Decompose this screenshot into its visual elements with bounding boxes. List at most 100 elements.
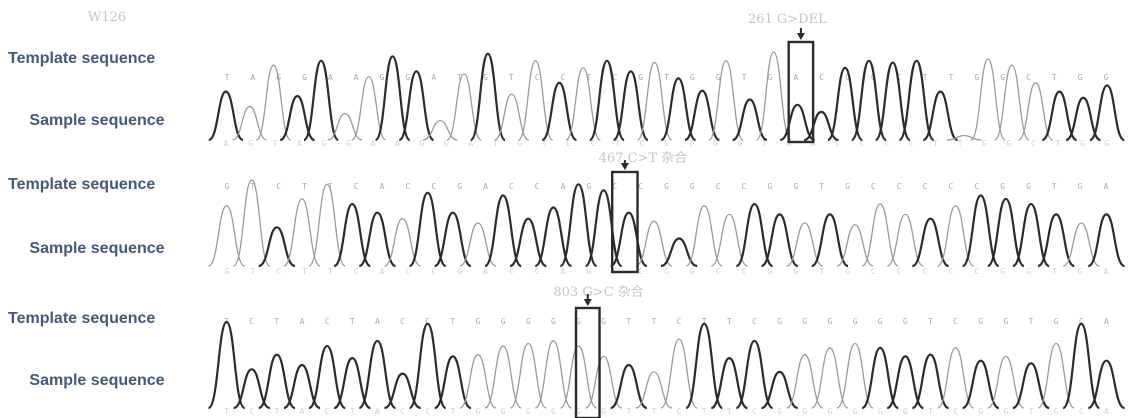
trace-peak: [987, 197, 1025, 268]
trace-peak: [1062, 222, 1100, 267]
sample-label: Sample sequence: [29, 112, 165, 129]
trace-peak: [850, 59, 888, 142]
trace-peak: [1089, 84, 1125, 142]
trace-peak: [560, 345, 597, 409]
trace-peak: [710, 213, 748, 267]
trace-peak: [434, 211, 472, 268]
trace-peak: [585, 355, 623, 409]
trace-peak: [685, 322, 724, 410]
trace-peak: [962, 359, 1000, 410]
trace-peak: [636, 61, 673, 141]
trace-peak: [534, 340, 572, 409]
sample-label: Sample sequence: [29, 372, 165, 389]
trace-peak: [755, 51, 792, 141]
trace-peak: [584, 189, 623, 268]
sample-id: W126: [88, 10, 127, 25]
trace-peak: [660, 338, 698, 409]
trace-peak: [1087, 359, 1126, 410]
trace-peak: [994, 64, 1030, 141]
template-label: Template sequence: [8, 176, 156, 193]
mutation-arrow-head: [796, 33, 805, 40]
trace-peak: [308, 183, 346, 267]
trace-peak: [588, 59, 626, 142]
trace-peak: [208, 90, 244, 142]
trace-peak: [760, 213, 799, 268]
trace-peak: [541, 81, 578, 142]
trace-peak: [233, 368, 271, 410]
trace-peak: [1012, 202, 1050, 268]
trace-peak: [874, 61, 911, 142]
trace-peak: [517, 60, 554, 141]
trace-peak: [333, 357, 371, 410]
trace-peak: [786, 222, 824, 267]
template-label: Template sequence: [8, 310, 156, 327]
trace-peak: [947, 134, 982, 141]
trace-peak: [708, 60, 744, 141]
mutation-box: [611, 170, 639, 274]
trace-peak: [635, 220, 673, 267]
trace-peak: [786, 354, 824, 409]
trace-peak: [509, 342, 547, 409]
trace-peak: [258, 353, 296, 410]
trace-peak: [922, 90, 959, 142]
trace-peak: [1062, 322, 1101, 410]
trace-peak: [1012, 362, 1050, 410]
trace-peak: [898, 59, 935, 142]
trace-peak: [283, 198, 321, 267]
trace-peak: [836, 224, 874, 267]
mutation-label: 467 C>T 杂合: [598, 151, 688, 166]
mutation-arrow-head: [620, 163, 629, 170]
trace-peak: [255, 64, 292, 141]
trace-peak: [358, 211, 397, 268]
trace-peak: [886, 355, 924, 410]
trace-peak: [374, 55, 411, 142]
trace-peak: [509, 217, 547, 268]
trace-peak: [1087, 213, 1126, 268]
trace-peak: [610, 211, 648, 268]
trace-peak: [911, 353, 950, 410]
template-label: Template sequence: [8, 50, 156, 67]
trace-peak: [684, 89, 720, 142]
trace-peak: [258, 226, 296, 268]
mutation-arrow-head: [583, 299, 592, 306]
trace-peak: [779, 103, 816, 142]
trace-peak: [358, 339, 397, 410]
trace-peak: [559, 183, 598, 268]
trace-peak: [408, 191, 447, 268]
trace-peak: [861, 346, 899, 410]
trace-peak: [207, 320, 246, 410]
trace-peak: [434, 355, 472, 410]
trace-peak: [811, 347, 849, 409]
trace-peak: [761, 370, 799, 410]
trace-peak: [1018, 82, 1054, 141]
mutation-label: 803 G>C 杂合: [553, 285, 644, 300]
trace-peak: [962, 194, 1000, 268]
trace-peak: [446, 73, 482, 141]
trace-peak: [660, 77, 697, 142]
trace-peak: [408, 322, 447, 410]
trace-peak: [469, 52, 507, 142]
trace-peak: [937, 205, 975, 267]
trace-peak: [987, 355, 1025, 409]
trace-peak: [565, 67, 601, 141]
trace-peak: [911, 217, 950, 268]
trace-peak: [612, 70, 649, 142]
trace-peak: [1041, 90, 1078, 142]
trace-peak: [811, 213, 849, 268]
trace-peak: [1037, 342, 1075, 409]
trace-peak: [635, 371, 673, 409]
trace-peak: [826, 66, 864, 142]
trace-peak: [886, 213, 924, 267]
trace-peak: [302, 59, 340, 142]
trace-peak: [836, 342, 874, 409]
trace-peak: [494, 93, 530, 141]
trace-peak: [351, 75, 387, 141]
mutation-label: 261 G>DEL: [747, 12, 827, 27]
trace-peak: [398, 70, 435, 142]
trace-peak: [937, 347, 975, 409]
trace-peak: [1065, 96, 1101, 142]
trace-peak: [1037, 213, 1075, 268]
